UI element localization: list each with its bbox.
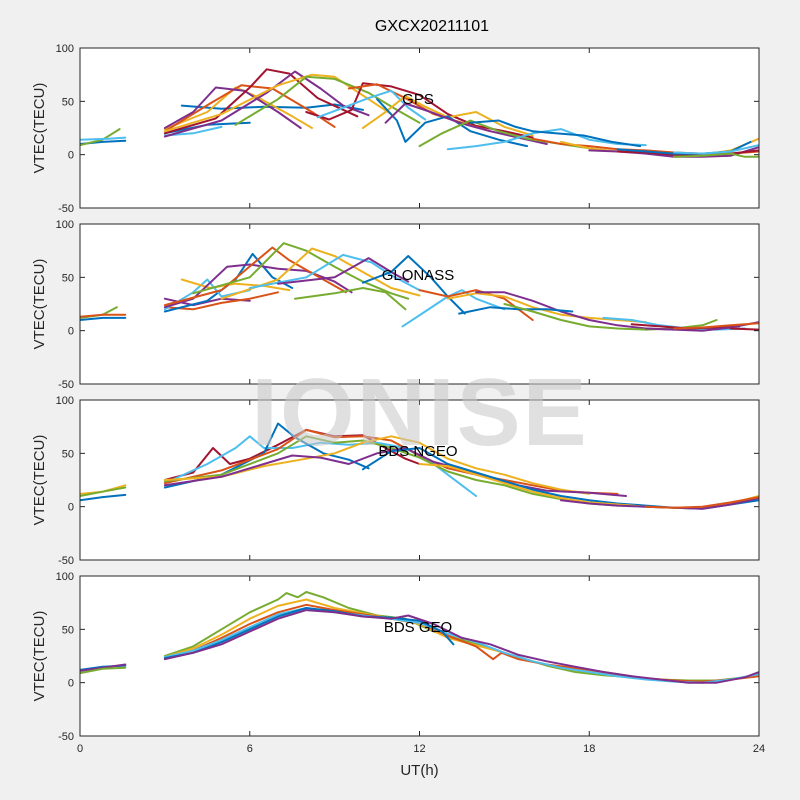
series-line-4: [163, 428, 421, 481]
panel-3: -50 0 50 100 VTEC(TECU) BDS NGEO: [31, 395, 760, 567]
series-line-29: [673, 144, 759, 155]
series-line-14: [644, 496, 759, 509]
series-line-12: [163, 73, 393, 133]
series-line-13: [248, 253, 421, 292]
x-tick-label: 24: [753, 743, 765, 755]
x-tick-label: 18: [583, 743, 595, 755]
x-tick-label: 12: [413, 743, 425, 755]
panel-label: GLONASS: [382, 267, 455, 284]
y-tick-label: 50: [62, 448, 74, 460]
y-tick-label: -50: [58, 731, 74, 743]
panel-2: -50 0 50 100 VTEC(TECU) GLONASS: [31, 219, 760, 391]
y-tick-label: 100: [56, 571, 74, 583]
y-tick-label: -50: [58, 555, 74, 567]
figure-title: GXCX20211101: [375, 18, 489, 35]
series-group: [80, 68, 759, 158]
series-line-9: [163, 263, 353, 309]
y-axis-label: VTEC(TECU): [31, 83, 48, 174]
series-line-26: [673, 322, 759, 330]
y-tick-label: 50: [62, 272, 74, 284]
series-line-11: [163, 70, 370, 138]
series-line-21: [446, 128, 647, 151]
y-tick-label: 100: [56, 43, 74, 55]
series-line-26: [616, 149, 759, 157]
series-line-20: [475, 291, 676, 331]
x-axis-label: UT(h): [400, 762, 438, 779]
y-tick-label: 0: [68, 678, 74, 690]
series-line-21: [458, 306, 574, 315]
series-line-8: [163, 435, 619, 507]
y-tick-label: 100: [56, 395, 74, 407]
series-line-8: [180, 278, 291, 292]
y-axis-label: VTEC(TECU): [31, 435, 48, 526]
series-group: [80, 422, 759, 510]
y-tick-label: 50: [62, 624, 74, 636]
panel-label: BDS GEO: [384, 619, 452, 636]
series-line-3: [80, 666, 127, 675]
series-line-1: [80, 493, 127, 502]
series-line-5: [163, 435, 478, 497]
y-tick-label: -50: [58, 203, 74, 215]
y-axis-label: VTEC(TECU): [31, 259, 48, 350]
series-line-1: [80, 316, 127, 321]
series-line-16: [316, 89, 427, 121]
y-tick-label: 100: [56, 219, 74, 231]
y-tick-label: 0: [68, 150, 74, 162]
series-line-27: [729, 327, 759, 331]
series-line-10: [163, 246, 347, 307]
series-line-3: [80, 136, 127, 141]
series-line-8: [163, 607, 455, 660]
series-line-17: [401, 289, 506, 328]
y-tick-label: -50: [58, 379, 74, 391]
panel-1: -50 0 50 100 VTEC(TECU) GPS: [31, 43, 760, 215]
series-line-10: [163, 68, 359, 135]
panel-label: BDS NGEO: [378, 443, 457, 460]
series-line-3: [80, 486, 127, 497]
series-group: [80, 591, 759, 684]
y-tick-label: 0: [68, 326, 74, 338]
series-line-17: [361, 95, 534, 137]
watermark: IONISE: [251, 359, 588, 466]
series-line-15: [294, 287, 407, 311]
y-tick-label: 0: [68, 502, 74, 514]
series-line-5: [163, 291, 279, 311]
series-line-25: [644, 321, 759, 332]
series-line-14: [277, 257, 410, 285]
x-tick-label: 6: [247, 743, 253, 755]
y-axis-label: VTEC(TECU): [31, 611, 48, 702]
y-tick-label: 50: [62, 96, 74, 108]
series-line-18: [376, 98, 528, 148]
axes-background: [80, 400, 759, 560]
series-line-22: [503, 303, 718, 331]
axes-background: [80, 576, 759, 736]
series-line-2: [80, 663, 127, 672]
series-line-19: [446, 292, 647, 324]
panel-label: GPS: [402, 91, 434, 108]
series-line-13: [234, 75, 421, 126]
series-line-6: [163, 252, 294, 313]
series-line-7: [163, 278, 251, 311]
series-group: [80, 242, 759, 332]
series-line-9: [163, 435, 591, 495]
series-line-9: [163, 86, 302, 129]
series-line-22: [469, 119, 642, 148]
series-line-16: [361, 255, 466, 315]
series-line-12: [220, 247, 421, 300]
series-line-11: [192, 242, 410, 300]
series-line-28: [673, 152, 759, 158]
series-line-9: [163, 609, 759, 684]
series-line-3: [80, 313, 127, 318]
x-tick-label: 0: [77, 743, 83, 755]
series-line-6: [180, 103, 364, 111]
series-line-10: [163, 447, 627, 497]
